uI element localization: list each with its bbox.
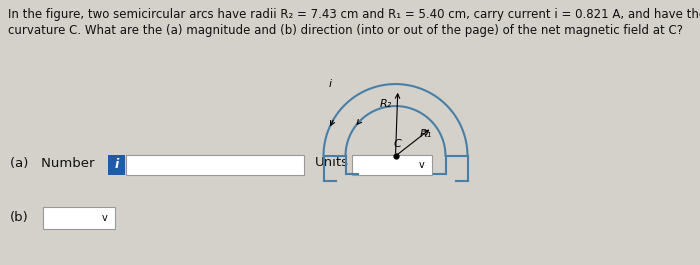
FancyBboxPatch shape	[352, 155, 432, 175]
Text: Units: Units	[315, 157, 349, 170]
FancyBboxPatch shape	[43, 207, 115, 229]
Text: R₁: R₁	[419, 129, 432, 139]
Text: i: i	[114, 158, 118, 171]
FancyBboxPatch shape	[108, 155, 125, 175]
Text: (b): (b)	[10, 211, 29, 224]
Text: curvature C. What are the (a) magnitude and (b) direction (into or out of the pa: curvature C. What are the (a) magnitude …	[8, 24, 683, 37]
Text: v: v	[102, 213, 108, 223]
Text: (a)   Number: (a) Number	[10, 157, 94, 170]
Text: R₂: R₂	[379, 99, 391, 109]
Text: C: C	[393, 139, 401, 149]
FancyBboxPatch shape	[126, 155, 304, 175]
Text: v: v	[419, 160, 425, 170]
Text: In the figure, two semicircular arcs have radii R₂ = 7.43 cm and R₁ = 5.40 cm, c: In the figure, two semicircular arcs hav…	[8, 8, 700, 21]
Text: i: i	[328, 79, 332, 89]
